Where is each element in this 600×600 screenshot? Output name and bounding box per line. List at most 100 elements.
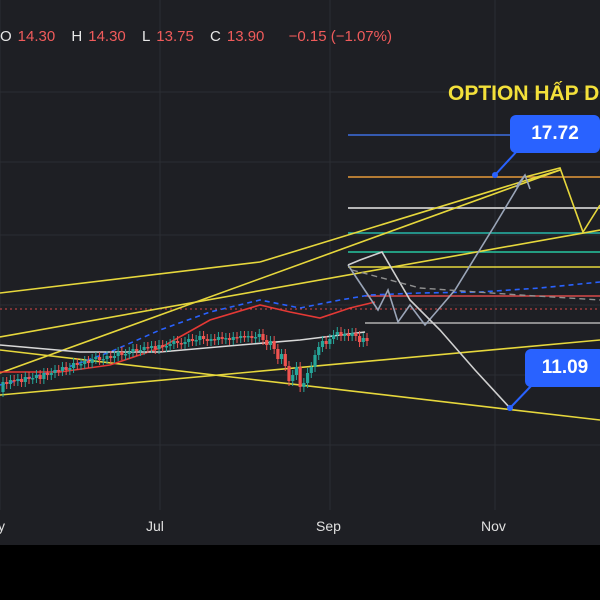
candle-body <box>190 339 195 341</box>
candle-body <box>183 342 187 344</box>
candle-body <box>112 356 117 358</box>
candle-body <box>38 375 42 379</box>
candle-body <box>57 370 61 372</box>
candle-body <box>97 357 102 360</box>
candle-body <box>205 339 209 341</box>
time-axis <box>0 510 600 545</box>
candle-body <box>246 336 250 338</box>
candle-body <box>365 338 369 341</box>
candle-body <box>328 339 332 344</box>
high-label: H <box>71 28 83 45</box>
candle-body <box>42 373 46 379</box>
candle-body <box>216 337 221 340</box>
candle-body <box>172 341 176 344</box>
candle-body <box>23 377 27 382</box>
candle-body <box>53 370 57 373</box>
candle-body <box>79 364 83 366</box>
x-tick-label: Nov <box>481 518 506 534</box>
candle-body <box>298 367 302 387</box>
target-label-upper[interactable]: 17.72 <box>510 115 600 153</box>
candle-body <box>34 375 39 378</box>
candle-body <box>135 349 139 351</box>
candle-body <box>175 341 180 343</box>
candle-body <box>294 367 299 375</box>
candle-body <box>227 338 232 340</box>
candle-body <box>194 340 198 342</box>
target-connector-lower <box>509 384 533 409</box>
candle-body <box>31 378 35 380</box>
candle-body <box>324 341 328 344</box>
arrow-head <box>515 173 531 190</box>
trend-line <box>0 229 600 338</box>
candle-body <box>357 336 362 342</box>
candle-body <box>90 359 94 363</box>
candle-body <box>239 336 243 338</box>
ohlc-readout: O 14.30 H 14.30 L 13.75 C 13.90 −0.15 (−1.07… <box>0 28 398 45</box>
candle-body <box>19 379 24 382</box>
candle-body <box>272 341 276 349</box>
candle-body <box>94 357 98 359</box>
high-value: 14.30 <box>88 28 126 45</box>
candle-body <box>161 345 165 347</box>
trend-line <box>0 169 561 374</box>
candle-body <box>354 333 358 336</box>
candle-body <box>231 337 235 340</box>
candle-body <box>64 367 68 370</box>
candle-body <box>201 336 206 339</box>
candle-body <box>109 356 113 358</box>
candle-body <box>123 354 128 356</box>
candle-body <box>261 334 265 340</box>
candle-body <box>60 367 65 371</box>
candle-body <box>291 375 295 381</box>
candle-body <box>45 373 50 375</box>
candle-body <box>164 346 169 348</box>
candle-body <box>198 336 202 340</box>
candle-body <box>168 344 172 346</box>
low-label: L <box>141 28 151 45</box>
candle-body <box>209 339 213 341</box>
candle-body <box>331 335 336 339</box>
candle-body <box>320 341 325 347</box>
x-tick-label: Sep <box>316 518 341 534</box>
x-tick-label: Jul <box>146 518 164 534</box>
candle-body <box>153 346 157 349</box>
candle-body <box>127 352 131 354</box>
candle-body <box>343 334 347 336</box>
candle-body <box>157 345 161 349</box>
candle-body <box>253 337 258 339</box>
candle-body <box>250 336 254 338</box>
candle-body <box>105 356 109 359</box>
candle-body <box>265 340 269 345</box>
candle-body <box>213 339 217 341</box>
candle-body <box>309 367 313 373</box>
candle-body <box>8 380 13 384</box>
candle-body <box>302 383 306 387</box>
candle-body <box>187 339 191 342</box>
candle-body <box>116 352 120 356</box>
footer-bar <box>0 545 600 600</box>
candle-body <box>27 377 31 379</box>
ma-line-white <box>0 331 366 353</box>
candle-body <box>68 368 72 370</box>
candle-body <box>224 338 228 340</box>
close-label: C <box>210 28 221 45</box>
trend-line <box>259 169 561 263</box>
bull-projection-path <box>347 174 526 327</box>
candle-body <box>5 382 9 384</box>
candle-body <box>179 343 183 345</box>
candle-body <box>146 347 150 349</box>
candle-body <box>142 347 146 350</box>
candle-body <box>235 337 239 339</box>
candle-body <box>16 379 20 381</box>
candle-body <box>335 332 339 335</box>
x-tick-label: y <box>0 518 5 534</box>
candle-body <box>12 380 16 382</box>
candle-body <box>49 373 53 375</box>
candle-body <box>83 361 87 364</box>
candle-body <box>317 347 321 355</box>
candle-body <box>71 363 76 368</box>
target-label-lower[interactable]: 11.09 <box>525 349 600 387</box>
candle-body <box>313 355 317 367</box>
